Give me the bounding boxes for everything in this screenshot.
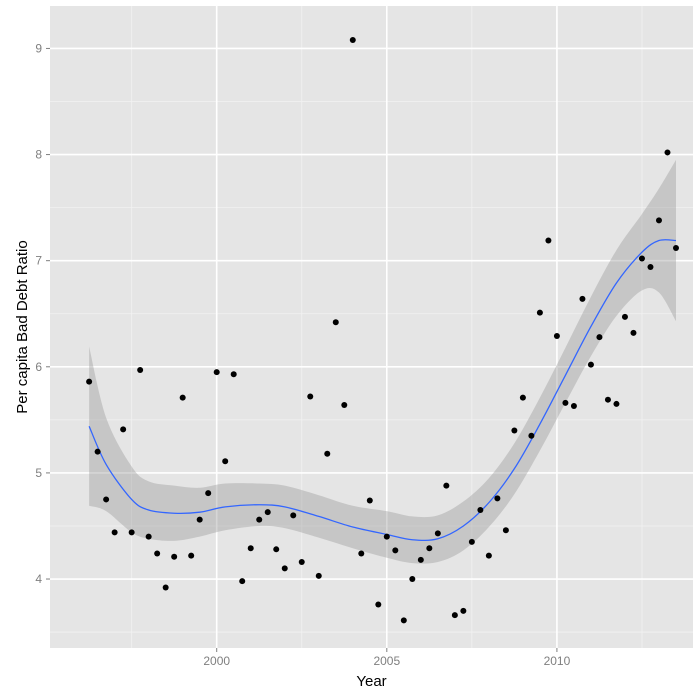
x-tick-label: 2000 [203, 654, 230, 668]
data-point [188, 552, 195, 559]
data-point [162, 584, 169, 591]
major-gridlines [50, 6, 693, 648]
x-axis-title: Year [356, 673, 386, 690]
data-point [494, 495, 501, 502]
data-point [502, 527, 509, 534]
y-tick-label: 5 [35, 466, 42, 480]
data-point [315, 572, 322, 579]
data-point [307, 393, 314, 400]
data-point [94, 448, 101, 455]
data-point [553, 333, 560, 340]
data-point [111, 529, 118, 536]
data-point [630, 329, 637, 336]
data-point [375, 601, 382, 608]
data-point [341, 401, 348, 408]
data-point [222, 458, 229, 465]
data-point [324, 450, 331, 457]
data-point [545, 237, 552, 244]
data-point [213, 369, 220, 376]
data-point [383, 533, 390, 540]
smooth-trend-line [88, 239, 677, 542]
data-point [196, 516, 203, 523]
data-point [638, 255, 645, 262]
data-point [562, 399, 569, 406]
data-point [587, 361, 594, 368]
data-point [460, 607, 467, 614]
data-point [579, 295, 586, 302]
data-point [392, 547, 399, 554]
data-point [655, 217, 662, 224]
data-point [664, 149, 671, 156]
data-point [239, 578, 246, 585]
data-point [528, 432, 535, 439]
data-point [519, 394, 526, 401]
data-points [86, 36, 679, 624]
data-point [145, 533, 152, 540]
y-axis: 4 5 6 7 8 9 [35, 41, 50, 586]
y-axis-title: Per capita Bad Debt Ratio [14, 240, 31, 413]
data-point [443, 482, 450, 489]
y-tick-label: 6 [35, 360, 42, 374]
data-point [417, 556, 424, 563]
data-point [256, 516, 263, 523]
data-point [230, 371, 237, 378]
data-point [647, 264, 654, 271]
data-point [451, 612, 458, 619]
data-point [485, 552, 492, 559]
confidence-band [89, 159, 676, 564]
data-point [179, 394, 186, 401]
y-tick-label: 9 [35, 41, 42, 55]
data-point [604, 396, 611, 403]
data-point [613, 400, 620, 407]
x-tick-label: 2005 [373, 654, 400, 668]
data-point [349, 36, 356, 43]
data-point [536, 309, 543, 316]
data-point [273, 546, 280, 553]
data-point [672, 244, 679, 251]
data-point [128, 529, 135, 536]
data-point [400, 617, 407, 624]
data-point [570, 403, 577, 410]
data-point [468, 538, 475, 545]
data-point [205, 490, 212, 497]
data-point [120, 426, 127, 433]
data-point [358, 550, 365, 557]
x-tick-label: 2010 [544, 654, 571, 668]
data-point [596, 334, 603, 341]
y-tick-label: 4 [35, 572, 42, 586]
data-point [511, 427, 518, 434]
data-point [434, 530, 441, 537]
data-point [103, 496, 110, 503]
y-tick-label: 8 [35, 148, 42, 162]
y-tick-label: 7 [35, 254, 42, 268]
data-point [247, 545, 254, 552]
data-point [86, 378, 93, 385]
data-point [154, 550, 161, 557]
data-point [264, 509, 271, 516]
plot-panel [50, 6, 693, 648]
minor-gridlines [50, 6, 693, 648]
data-point [477, 507, 484, 514]
data-point [332, 319, 339, 326]
data-point [281, 565, 288, 572]
data-point [426, 545, 433, 552]
data-point [298, 559, 305, 566]
x-axis: 2000 2005 2010 [203, 648, 571, 668]
data-point [290, 512, 297, 519]
data-point [409, 576, 416, 583]
data-point [621, 313, 628, 320]
data-point [171, 553, 178, 560]
data-point [137, 366, 144, 373]
data-point [366, 497, 373, 504]
